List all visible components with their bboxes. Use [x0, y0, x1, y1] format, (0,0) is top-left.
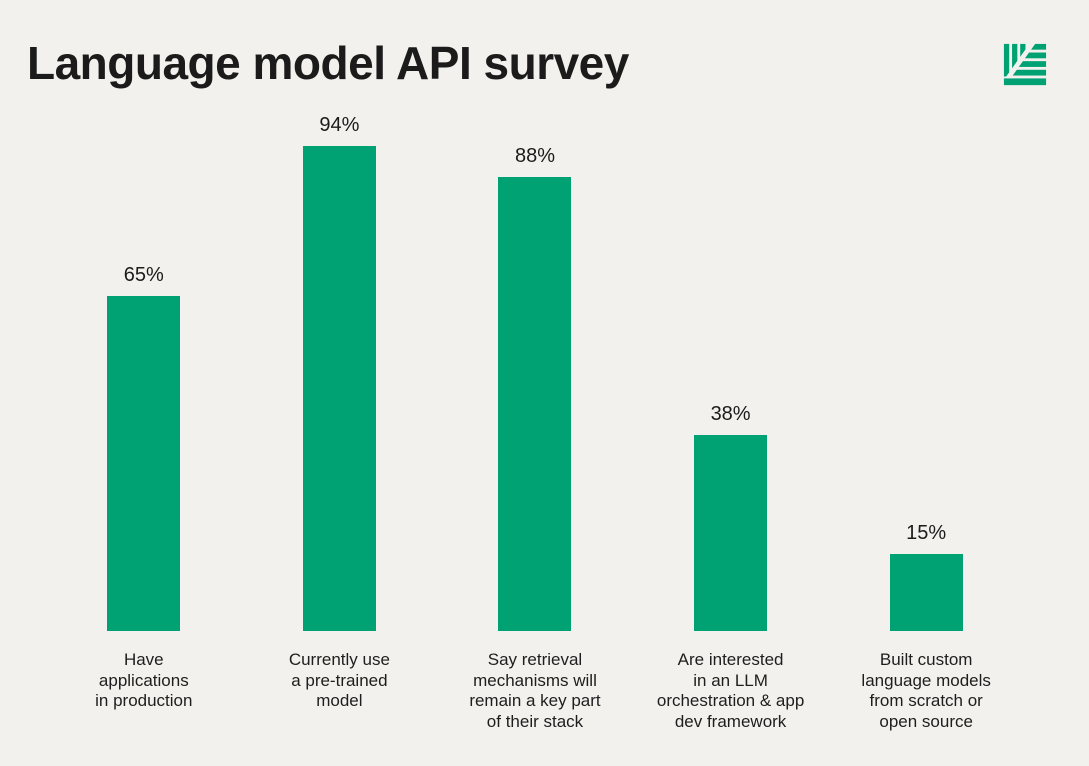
bar-group-retrieval: 88% — [437, 145, 633, 631]
bar-pretrained — [302, 146, 376, 631]
bar-group-pretrained: 94% — [242, 114, 438, 631]
value-label: 15% — [906, 522, 947, 544]
value-label: 88% — [514, 145, 555, 167]
category-label-retrieval: Say retrieval mechanisms will remain a k… — [469, 650, 601, 731]
striped-leaf-logo-icon — [1003, 43, 1047, 86]
category-label-production: Have applications in production — [95, 650, 193, 710]
bar-chart: 65% 94% 88% 38% 15% — [46, 114, 1024, 631]
value-label: 38% — [710, 403, 751, 425]
category-labels: Have applications in production Currentl… — [46, 650, 1024, 732]
bar-group-orchestration: 38% — [633, 403, 829, 631]
page-title: Language model API survey — [27, 37, 629, 89]
value-label: 65% — [123, 264, 164, 286]
bar-custom — [889, 554, 963, 631]
bar-retrieval — [498, 177, 572, 631]
bar-group-custom: 15% — [828, 522, 1024, 631]
bar-production — [107, 296, 181, 631]
value-label: 94% — [319, 114, 360, 136]
category-label-custom: Built custom language models from scratc… — [861, 650, 991, 731]
category-label-pretrained: Currently use a pre-trained model — [288, 650, 390, 710]
bar-group-production: 65% — [46, 264, 242, 631]
bar-orchestration — [694, 435, 768, 631]
category-label-orchestration: Are interested in an LLM orchestration &… — [656, 650, 805, 731]
